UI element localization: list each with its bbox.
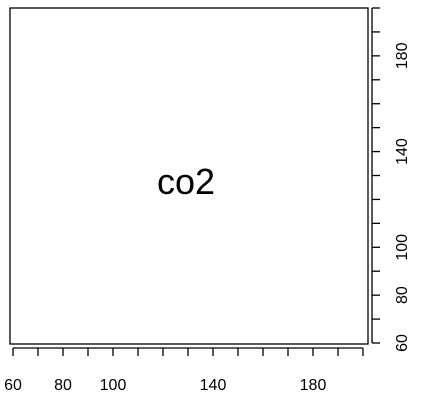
y-tick-label: 180 [394,42,411,69]
x-axis: 60 80 100 140 180 [4,347,364,394]
x-tick-label: 100 [100,377,127,394]
y-tick-label: 60 [394,334,411,352]
y-tick-label: 100 [394,234,411,261]
x-tick-label: 80 [54,377,72,394]
panel-label: co2 [157,161,215,202]
x-tick-label: 60 [4,377,22,394]
y-tick-label: 140 [394,138,411,165]
y-tick-label: 80 [394,286,411,304]
plot-frame [9,7,369,345]
x-tick-label: 140 [200,377,227,394]
y-axis: 60 80 100 140 180 [371,7,411,352]
x-tick-label: 180 [300,377,327,394]
